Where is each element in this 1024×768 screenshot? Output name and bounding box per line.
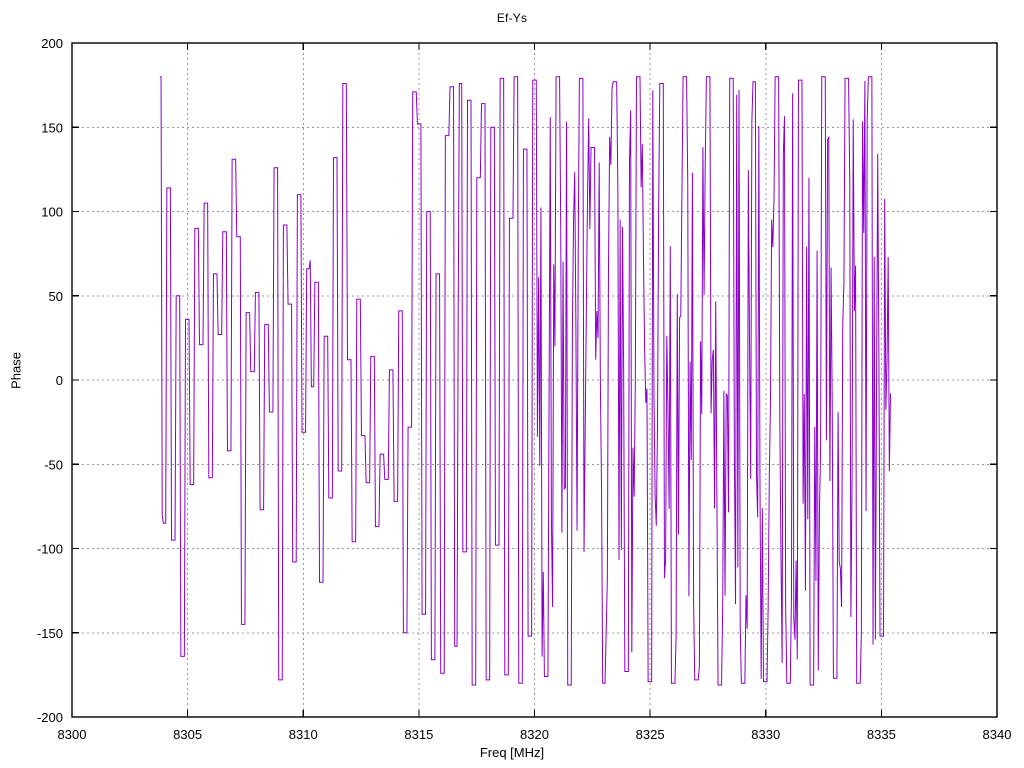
y-tick-label: 100	[41, 205, 63, 220]
x-tick-label: 8305	[173, 727, 202, 742]
chart-title: Ef-Ys	[496, 11, 528, 25]
x-tick-label: 8340	[983, 727, 1012, 742]
y-tick-label: 0	[56, 373, 63, 388]
y-axis-label: Phase	[8, 352, 24, 389]
data-series	[159, 76, 892, 686]
x-tick-label: 8310	[289, 727, 318, 742]
y-tick-label: -150	[37, 626, 63, 641]
gridlines	[72, 43, 997, 717]
x-axis-label: Freq [MHz]	[479, 745, 545, 760]
y-tick-label: -100	[37, 542, 63, 557]
y-tick-label: 50	[49, 289, 63, 304]
x-tick-label: 8300	[58, 727, 87, 742]
plot-border	[71, 42, 998, 718]
y-tick-label: 200	[41, 36, 63, 51]
y-tick-label: -50	[44, 457, 63, 472]
x-tick-label: 8315	[404, 727, 433, 742]
y-tick-label: 150	[41, 120, 63, 135]
y-tick-label: -200	[37, 710, 63, 725]
axis-ticks	[71, 42, 998, 718]
series-line	[159, 76, 892, 686]
x-tick-label: 8320	[520, 727, 549, 742]
x-tick-label: 8330	[751, 727, 780, 742]
x-tick-label: 8335	[867, 727, 896, 742]
x-tick-label: 8325	[636, 727, 665, 742]
axis-tick-labels: 8300 8305 8310 8315 8320 8325 8330 8335 8340 -200…	[37, 36, 1011, 742]
